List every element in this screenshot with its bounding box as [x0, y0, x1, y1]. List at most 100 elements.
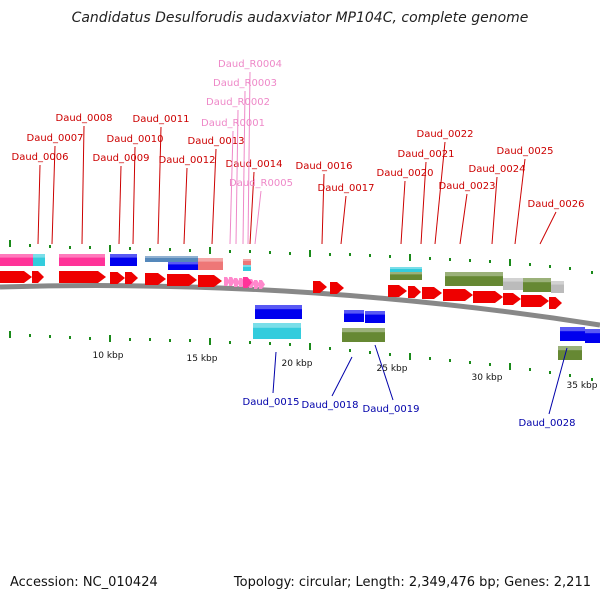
gene-leader-line [242, 90, 246, 245]
gene-label: Daud_0028 [519, 418, 576, 429]
gene-arrow [198, 275, 222, 287]
function-box-highlight [59, 254, 105, 258]
gene-leader-line [247, 71, 251, 245]
gene-leader-line [81, 125, 85, 245]
function-box [255, 305, 302, 319]
scale-ticks [9, 240, 593, 381]
function-box [585, 329, 600, 343]
gene-leader-line [420, 161, 427, 245]
scale-tick [309, 250, 311, 257]
scale-tick [49, 335, 51, 338]
function-box [110, 254, 137, 266]
function-box-highlight [560, 327, 585, 332]
gene-arrow [549, 297, 562, 309]
scale-tick [569, 267, 571, 270]
scale-tick [129, 338, 131, 341]
gene-label: Daud_R0002 [206, 97, 270, 108]
gene-label: Daud_R0001 [201, 118, 265, 129]
gene-arrow [229, 277, 235, 286]
scale-labels: 10 kbp 15 kbp 20 kbp 25 kbp 30 kbp 35 kbp [93, 351, 598, 391]
scale-tick [129, 247, 131, 250]
function-box [344, 310, 364, 322]
function-box [390, 272, 422, 280]
scale-tick [409, 353, 411, 360]
scale-tick [429, 257, 431, 260]
gene-arrow [167, 274, 197, 286]
scale-tick [449, 258, 451, 261]
scale-tick [329, 253, 331, 256]
scale-tick [249, 341, 251, 344]
gene-arrow [521, 295, 549, 307]
function-box [243, 265, 251, 271]
gene-label: Daud_0013 [188, 136, 245, 147]
function-box [503, 278, 523, 290]
gene-label: Daud_R0005 [229, 178, 293, 189]
scale-tick [469, 361, 471, 364]
gene-label: Daud_0016 [296, 161, 353, 172]
gene-arrow [254, 280, 260, 289]
gene-arrow [422, 287, 442, 299]
function-box-highlight [344, 310, 364, 314]
gene-leader-line [118, 165, 122, 245]
function-box-highlight [558, 346, 582, 351]
gene-leader-line [321, 173, 325, 245]
gene-leader-line [548, 347, 568, 415]
scale-tick [89, 337, 91, 340]
gene-label: Daud_0015 [243, 397, 300, 408]
scale-tick [209, 338, 211, 345]
scale-tick [329, 347, 331, 350]
gene-leader-line [235, 109, 239, 245]
gene-arrow [32, 271, 44, 283]
gene-label: Daud_0014 [226, 159, 283, 170]
function-box [168, 262, 198, 270]
function-box [390, 267, 422, 273]
gene-label: Daud_0012 [159, 155, 216, 166]
scale-tick [109, 335, 111, 342]
scale-tick [549, 265, 551, 268]
scale-tick [289, 343, 291, 346]
scale-tick [309, 343, 311, 350]
scale-tick [509, 259, 511, 266]
scale-label: 10 kbp [93, 351, 124, 361]
function-box-highlight [253, 323, 301, 328]
gene-arrow [473, 291, 503, 303]
gene-arrow [0, 271, 32, 283]
function-box-highlight [585, 329, 600, 334]
gene-label: Daud_0006 [12, 152, 69, 163]
scale-tick [569, 374, 571, 377]
gene-leader-line [459, 193, 468, 245]
gene-leader-line [211, 148, 217, 245]
gene-arrow [224, 277, 230, 286]
gene-arrow [59, 271, 106, 283]
scale-tick [69, 336, 71, 339]
genome-backbone [0, 283, 600, 328]
scale-tick [269, 251, 271, 254]
gene-label: Daud_0019 [363, 404, 420, 415]
scale-label: 25 kbp [377, 364, 408, 374]
scale-label: 30 kbp [472, 373, 503, 383]
scale-tick [169, 248, 171, 251]
function-box [560, 327, 585, 341]
scale-tick [509, 363, 511, 370]
gene-leader-line [229, 130, 234, 245]
function-box [365, 311, 385, 323]
scale-tick [389, 353, 391, 356]
scale-label: 35 kbp [567, 381, 598, 391]
genome-summary: Topology: circular; Length: 2,349,476 bp… [233, 575, 591, 590]
scale-tick [269, 342, 271, 345]
scale-tick [149, 248, 151, 251]
gene-label: Daud_0024 [469, 164, 526, 175]
gene-label: Daud_R0003 [213, 78, 277, 89]
scale-tick [469, 259, 471, 262]
scale-tick [349, 349, 351, 352]
gene-label: Daud_0021 [398, 149, 455, 160]
scale-tick [449, 359, 451, 362]
scale-tick [369, 254, 371, 257]
scale-tick [209, 247, 211, 254]
gene-arrow [234, 278, 240, 287]
scale-tick [9, 240, 11, 247]
function-box-highlight [0, 254, 33, 258]
gene-label: Daud_0011 [133, 114, 190, 125]
scale-tick [49, 245, 51, 248]
